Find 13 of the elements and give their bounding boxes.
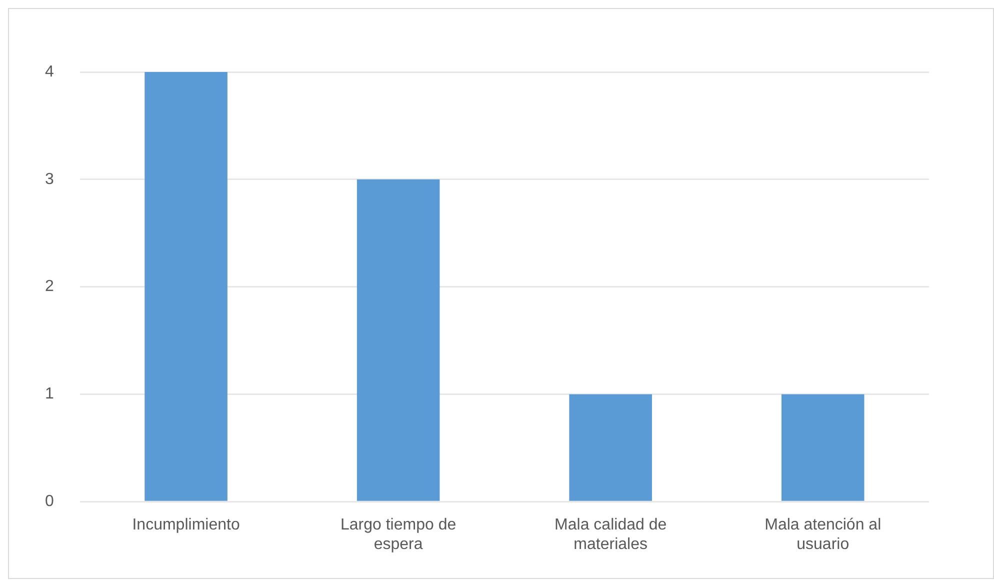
y-tick-label: 4 [44,63,54,80]
y-tick-label: 1 [44,386,54,403]
x-tick-label: Incumplimiento [132,516,240,534]
y-tick-label: 3 [44,170,54,188]
y-tick-label: 0 [44,493,54,510]
x-tick-label: Mala calidad de materiales [554,516,667,553]
y-tick-label: 2 [44,278,54,296]
bar [569,394,652,501]
bar [356,179,440,501]
bar [144,72,228,501]
x-tick-label: Mala atención al usuario [764,516,882,553]
bar [781,394,864,501]
x-tick-label: Largo tiempo de espera [340,516,456,553]
